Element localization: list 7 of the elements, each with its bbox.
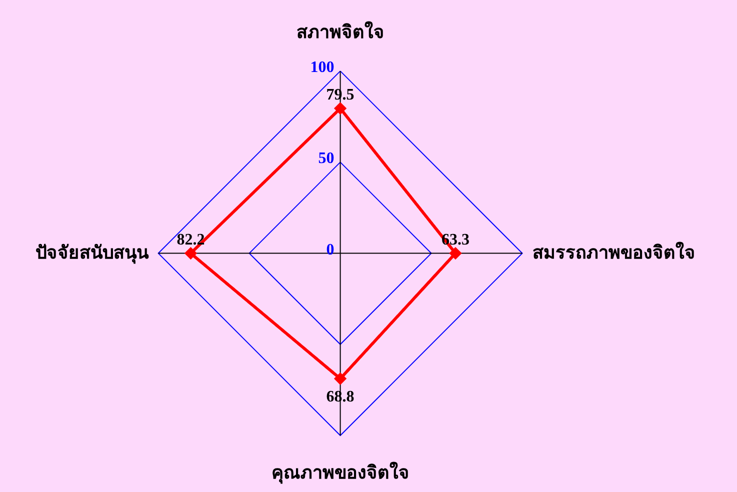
spoke-label: คุณภาพของจิตใจ <box>271 462 410 485</box>
data-label: 82.2 <box>176 231 205 248</box>
y-tick-label: 100 <box>310 59 334 76</box>
spoke-label: สภาพจิตใจ <box>296 21 384 42</box>
spoke-label: สมรรถภาพของจิตใจ <box>532 241 696 262</box>
y-tick-label: 50 <box>318 150 334 168</box>
spoke-label: ปัจจัยสนับสนุน <box>35 242 150 264</box>
